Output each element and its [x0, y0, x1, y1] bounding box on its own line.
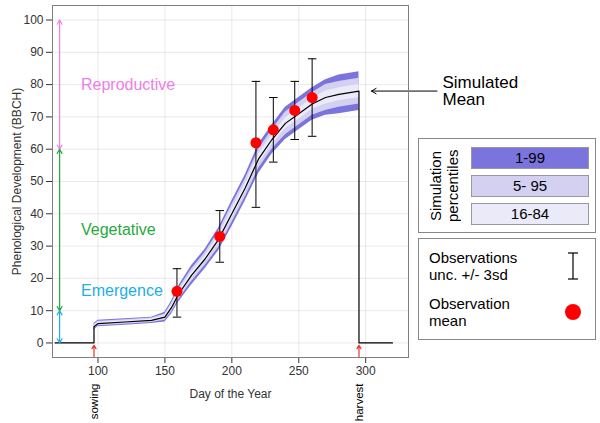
svg-text:200: 200: [222, 364, 242, 378]
svg-text:100: 100: [23, 13, 43, 27]
svg-text:harvest: harvest: [353, 383, 365, 422]
svg-text:30: 30: [30, 239, 44, 253]
svg-text:70: 70: [30, 110, 44, 124]
svg-text:10: 10: [30, 304, 44, 318]
svg-text:20: 20: [30, 271, 44, 285]
svg-text:sowing: sowing: [88, 384, 100, 420]
svg-text:250: 250: [289, 364, 309, 378]
svg-text:300: 300: [356, 364, 376, 378]
svg-text:Phenological Development (BBCH: Phenological Development (BBCH): [10, 88, 24, 275]
html-text:1-99: 1-99: [515, 148, 545, 166]
svg-text:80: 80: [30, 77, 44, 91]
html-text:Observations unc. +/- 3sd: Observations unc. +/- 3sd: [429, 249, 518, 283]
html-text:Observation mean: Observation mean: [429, 295, 510, 329]
svg-text:SimulatedMean: SimulatedMean: [443, 73, 519, 109]
svg-text:50: 50: [30, 174, 44, 188]
html-text:16-84: 16-84: [510, 204, 550, 222]
svg-text:40: 40: [30, 207, 44, 221]
html-text:5- 95: 5- 95: [512, 176, 548, 194]
svg-text:90: 90: [30, 45, 44, 59]
html-text:Simulation percentiles: Simulation percentiles: [427, 149, 461, 222]
svg-text:Reproductive: Reproductive: [81, 76, 175, 93]
svg-text:100: 100: [88, 364, 108, 378]
svg-text:60: 60: [30, 142, 44, 156]
svg-text:Vegetative: Vegetative: [81, 221, 156, 238]
svg-text:Day of the Year: Day of the Year: [189, 387, 271, 401]
svg-text:150: 150: [155, 364, 175, 378]
svg-text:Emergence: Emergence: [81, 282, 163, 299]
svg-text:0: 0: [37, 336, 44, 350]
